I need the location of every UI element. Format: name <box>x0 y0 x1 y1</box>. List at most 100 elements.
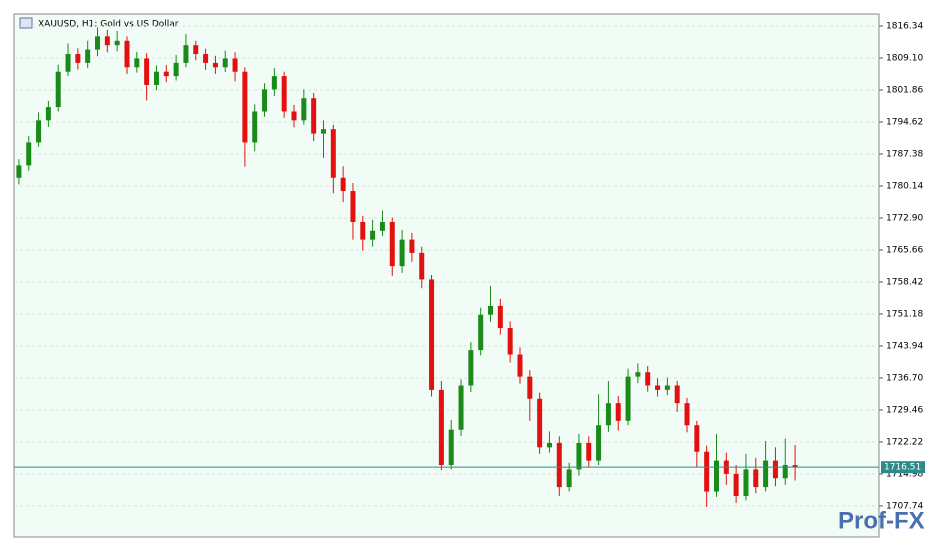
candle-body <box>645 372 651 386</box>
candle-body <box>65 54 71 72</box>
candle-body <box>448 429 454 466</box>
candle-body <box>546 442 552 448</box>
candle-body <box>124 40 130 68</box>
last-price-label: 1716.51 <box>884 463 921 473</box>
candle-body <box>409 239 415 253</box>
candle-body <box>281 76 287 112</box>
candle-body <box>311 98 317 134</box>
y-tick-label: 1765.66 <box>886 245 923 255</box>
candle-body <box>792 465 798 468</box>
candle-body <box>193 45 199 55</box>
last-price-box <box>881 461 925 474</box>
y-tick-label: 1780.14 <box>886 181 923 191</box>
candle-body <box>497 305 503 329</box>
candle-body <box>360 221 366 240</box>
y-tick-label: 1736.70 <box>886 373 923 383</box>
candle-body <box>419 252 425 280</box>
candle-body <box>635 372 641 377</box>
candle-body <box>370 230 376 240</box>
candle-body <box>605 403 611 426</box>
candle-body <box>399 239 405 267</box>
candle-body <box>694 425 700 452</box>
y-tick-label: 1801.86 <box>886 86 923 96</box>
candle-body <box>320 129 326 134</box>
candle-body <box>753 469 759 488</box>
candle-body <box>163 71 169 77</box>
candle-body <box>242 71 248 143</box>
candle-body <box>625 376 631 421</box>
y-tick-label: 1729.46 <box>886 405 923 415</box>
candle-body <box>173 62 179 77</box>
candle-body <box>733 473 739 496</box>
candle-body <box>212 62 218 68</box>
candle-body <box>330 129 336 178</box>
candle-body <box>389 221 395 267</box>
candle-body <box>45 107 51 121</box>
y-tick-label: 1707.74 <box>886 501 923 511</box>
candle-body <box>763 460 769 488</box>
candle-body <box>75 54 81 63</box>
candle-body <box>252 111 258 143</box>
candle-body <box>438 389 444 466</box>
candle-body <box>104 36 110 46</box>
candle-body <box>655 385 661 390</box>
candle-body <box>36 120 42 143</box>
candle-body <box>144 58 150 85</box>
y-tick-label: 1787.38 <box>886 149 923 159</box>
chart-icon <box>19 17 33 29</box>
candle-body <box>517 354 523 377</box>
candle-body <box>684 403 690 426</box>
candle-body <box>488 305 494 315</box>
candle-body <box>576 442 582 470</box>
candle-body <box>95 36 101 50</box>
candle-body <box>782 465 788 479</box>
candle-body <box>429 279 435 390</box>
y-tick-label: 1751.18 <box>886 309 923 319</box>
candle-body <box>350 191 356 222</box>
candle-body <box>478 314 484 351</box>
candle-body <box>664 385 670 390</box>
watermark: Prof-FX <box>838 507 925 534</box>
candle-body <box>26 142 32 166</box>
candle-body <box>262 89 268 112</box>
candle-body <box>114 40 120 46</box>
plot-area <box>13 13 880 538</box>
candle-body <box>183 45 189 63</box>
candle-body <box>704 451 710 492</box>
candle-body <box>537 398 543 448</box>
candle-body <box>134 58 140 68</box>
candle-body <box>713 460 719 492</box>
candle-body <box>772 460 778 479</box>
candle-body <box>586 442 592 461</box>
y-tick-label: 1809.10 <box>886 54 923 64</box>
candle-body <box>556 442 562 488</box>
candle-body <box>340 177 346 192</box>
candle-body <box>16 165 22 178</box>
y-tick-label: 1794.62 <box>886 118 923 128</box>
y-tick-label: 1816.34 <box>886 22 923 32</box>
candle-body <box>615 403 621 421</box>
candle-body <box>232 58 238 72</box>
candle-body <box>271 76 277 90</box>
candle-body <box>153 71 159 85</box>
candle-body <box>527 376 533 399</box>
candle-body <box>85 49 91 63</box>
candle-body <box>468 350 474 386</box>
candle-body <box>566 469 572 488</box>
candle-body <box>507 328 513 355</box>
candle-body <box>291 111 297 121</box>
y-tick-label: 1722.22 <box>886 437 923 447</box>
candle-body <box>596 425 602 461</box>
y-tick-label: 1772.90 <box>886 213 923 223</box>
candle-body <box>55 71 61 108</box>
candle-body <box>222 58 228 68</box>
y-tick-label: 1714.98 <box>886 469 923 479</box>
candle-body <box>674 385 680 404</box>
candle-body <box>203 54 209 63</box>
candle-body <box>458 385 464 430</box>
candle-body <box>743 469 749 496</box>
candle-body <box>301 98 307 121</box>
chart-title: XAUUSD, H1: Gold vs US Dollar <box>38 20 179 30</box>
candle-body <box>379 221 385 231</box>
